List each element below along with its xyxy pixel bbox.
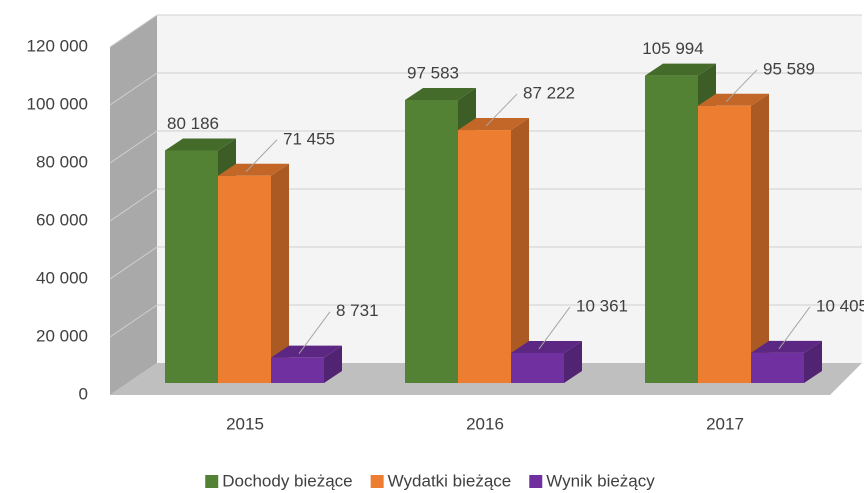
y-tick-label: 0	[79, 384, 88, 403]
bar-side	[804, 340, 822, 383]
grid-line	[109, 130, 158, 164]
data-label: 87 222	[523, 84, 575, 103]
bar-top	[751, 340, 822, 353]
x-tick-label: 2017	[706, 414, 744, 433]
leader-line	[538, 306, 571, 350]
leader-line	[245, 139, 278, 173]
legend-swatch	[370, 475, 384, 488]
data-label: 10 361	[576, 296, 628, 315]
data-label: 8 731	[336, 301, 379, 320]
y-tick-label: 120 000	[27, 36, 88, 55]
bar-top	[698, 93, 769, 106]
legend-label: Wydatki bieżące	[388, 471, 512, 490]
data-label: 95 589	[763, 59, 815, 78]
leader-line	[778, 306, 811, 350]
bar	[458, 130, 511, 383]
bar-side	[511, 118, 529, 383]
bar	[218, 175, 271, 383]
data-label: 71 455	[283, 129, 335, 148]
bar	[165, 150, 218, 383]
data-label: 97 583	[407, 63, 459, 82]
bar	[405, 100, 458, 383]
bar-side	[751, 93, 769, 383]
bar-top	[218, 163, 289, 176]
bar-top	[511, 340, 582, 353]
bar-side	[271, 163, 289, 383]
grid-line	[109, 304, 158, 338]
y-tick-label: 80 000	[36, 152, 88, 171]
bar-top	[458, 118, 529, 131]
legend-label: Wynik bieżący	[546, 471, 655, 490]
data-label: 80 186	[167, 114, 219, 133]
data-label: 105 994	[642, 39, 703, 58]
leader-line	[485, 93, 518, 127]
bar-side	[324, 345, 342, 383]
legend-swatch	[205, 475, 219, 488]
grid-line	[109, 72, 158, 106]
bar-top	[271, 345, 342, 358]
y-tick-label: 20 000	[36, 326, 88, 345]
bar-top	[405, 88, 476, 101]
grid-line	[109, 14, 158, 48]
x-tick-label: 2016	[466, 414, 504, 433]
bar	[511, 352, 564, 383]
grid-line	[109, 188, 158, 222]
grid-line	[109, 246, 158, 280]
bar-top	[645, 63, 716, 76]
bar	[751, 352, 804, 383]
x-tick-label: 2015	[226, 414, 264, 433]
y-tick-label: 60 000	[36, 210, 88, 229]
leader-line	[725, 69, 758, 103]
bar	[645, 75, 698, 383]
y-tick-label: 40 000	[36, 268, 88, 287]
y-tick-label: 100 000	[27, 94, 88, 113]
bar-side	[564, 340, 582, 383]
bar	[698, 105, 751, 383]
leader-line	[298, 311, 331, 354]
legend-swatch	[529, 475, 543, 488]
bar	[271, 357, 324, 383]
legend-label: Dochody bieżące	[222, 471, 352, 490]
data-label: 10 405	[816, 296, 864, 315]
bar-top	[165, 138, 236, 151]
